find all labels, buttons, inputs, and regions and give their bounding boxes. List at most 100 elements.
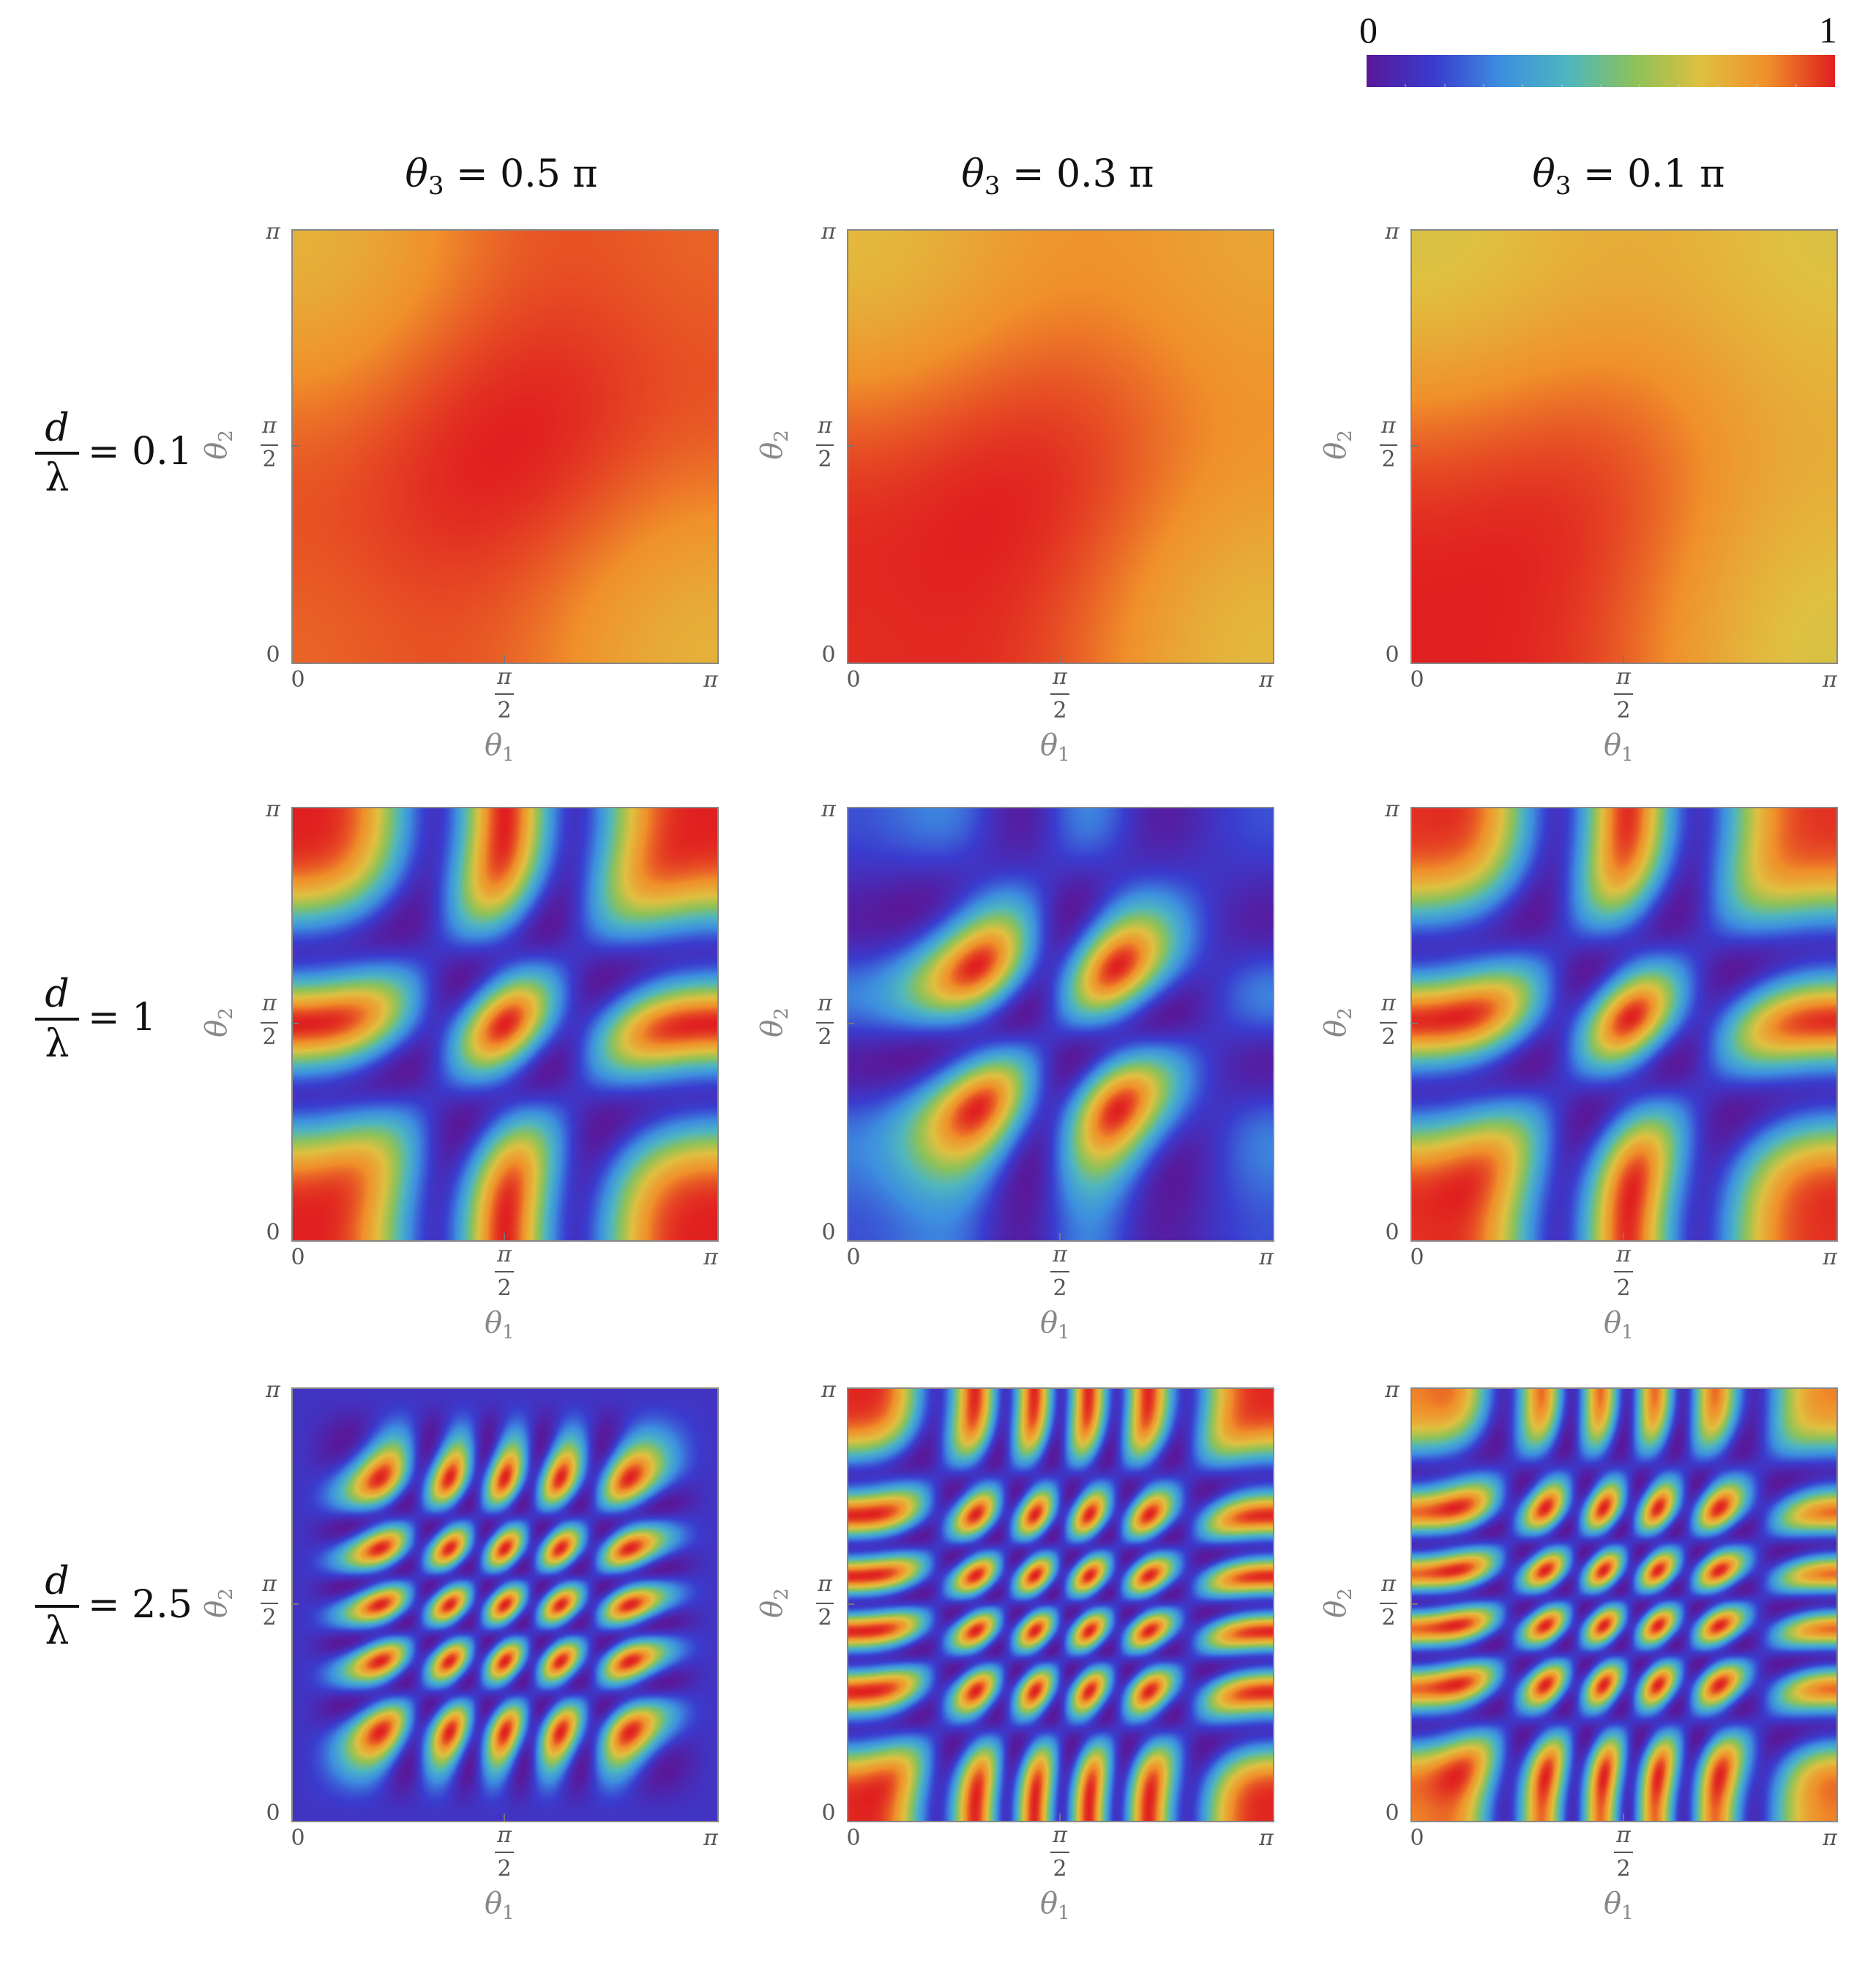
heatmap-panel-r2-c3 [1410,807,1838,1242]
y-tick-half-bar [1380,1603,1397,1604]
y-tick-mark [847,1023,854,1024]
x-tick-mark [1623,1814,1624,1821]
x-axis-sub: 1 [502,1902,515,1924]
y-tick-half-den: 2 [262,1024,277,1050]
x-tick-zero: 0 [846,667,861,693]
x-tick-half-den: 2 [1616,1275,1631,1301]
y-tick-half-den: 2 [1381,1605,1396,1630]
y-axis-name: θ2 [200,1588,237,1618]
y-tick-half-den: 2 [818,1605,832,1630]
x-axis-symbol: θ [485,1306,503,1340]
x-tick-half-den: 2 [1053,1275,1067,1301]
y-axis-sub: 2 [214,430,237,442]
x-axis-name: θ1 [485,728,515,766]
y-tick-half-num: π [818,413,832,439]
y-axis-symbol: θ [1318,441,1353,460]
x-axis-name: θ1 [1604,1306,1634,1343]
x-tick-half-num: π [497,1242,512,1267]
x-tick-mark [1059,1814,1061,1821]
y-axis-symbol: θ [755,441,789,460]
y-tick-half-den: 2 [818,1024,832,1050]
y-tick-half-bar [816,1603,834,1604]
x-axis-name: θ1 [1604,1887,1634,1924]
x-tick-zero: 0 [1410,667,1424,693]
heatmap-canvas-r3-c1 [293,1389,717,1821]
y-tick-zero: 0 [266,642,280,668]
x-tick-half-num: π [1053,1242,1067,1267]
y-tick-half-den: 2 [1381,447,1396,472]
y-tick-zero: 0 [1385,1800,1399,1826]
heatmap-canvas-r1-c1 [293,231,717,663]
y-tick-zero: 0 [266,1220,280,1245]
x-tick-zero: 0 [291,1245,305,1270]
y-tick-half-den: 2 [1381,1024,1396,1050]
x-tick-pi: π [1823,1825,1837,1851]
y-axis-symbol: θ [199,1600,233,1618]
y-tick-half-den: 2 [262,447,277,472]
heatmap-canvas-r2-c1 [293,808,717,1240]
y-tick-half-bar [1380,1022,1397,1024]
x-axis-name: θ1 [485,1887,515,1924]
x-axis-sub: 1 [1621,1902,1634,1924]
y-tick-mark [1410,1603,1418,1605]
y-tick-mark [847,445,854,447]
y-tick-pi: π [821,797,836,822]
x-tick-half-bar [1050,1852,1069,1853]
y-tick-pi: π [1385,219,1399,245]
x-tick-zero: 0 [1410,1245,1424,1270]
y-axis-name: θ2 [200,1007,237,1037]
y-tick-half-bar [261,1603,278,1604]
heatmap-canvas-r2-c3 [1412,808,1836,1240]
x-tick-pi: π [1259,1245,1274,1270]
x-axis-name: θ1 [1040,1887,1070,1924]
y-tick-half-bar [261,444,278,446]
heatmap-panel-r1-c3 [1410,229,1838,664]
x-tick-half-bar [495,1271,514,1272]
y-axis-name: θ2 [1319,1007,1356,1037]
heatmap-canvas-r3-c3 [1412,1389,1836,1821]
x-tick-zero: 0 [846,1245,861,1270]
x-tick-zero: 0 [846,1825,861,1851]
x-tick-zero: 0 [291,1825,305,1851]
x-tick-half-den: 2 [497,1856,512,1882]
x-tick-pi: π [703,1245,718,1270]
y-tick-zero: 0 [821,1800,836,1826]
x-tick-half-num: π [1616,664,1631,690]
y-tick-pi: π [821,219,836,245]
y-tick-mark [291,1603,299,1605]
y-tick-mark [1410,445,1418,447]
y-axis-symbol: θ [199,1019,233,1037]
y-axis-name: θ2 [755,430,793,460]
x-tick-half-den: 2 [1616,698,1631,723]
column-title-2: θ3 = 0.3 π [961,152,1154,201]
y-axis-sub: 2 [770,1588,793,1600]
x-tick-half-bar [495,693,514,695]
heatmap-panel-r1-c1 [291,229,719,664]
heatmap-panel-r2-c1 [291,807,719,1242]
y-axis-name: θ2 [1319,1588,1356,1618]
y-tick-half-num: π [1381,1571,1396,1597]
y-axis-sub: 2 [1334,1007,1356,1020]
heatmap-panel-r1-c2 [847,229,1274,664]
x-axis-name: θ1 [1604,728,1634,766]
y-tick-zero: 0 [1385,642,1399,668]
y-tick-half-num: π [818,1571,832,1597]
x-tick-pi: π [703,1825,718,1851]
x-axis-sub: 1 [502,744,515,766]
x-tick-zero: 0 [291,667,305,693]
x-axis-symbol: θ [1040,728,1058,762]
x-tick-half-bar [495,1852,514,1853]
x-tick-pi: π [1259,1825,1274,1851]
x-tick-half-num: π [1616,1822,1631,1848]
x-tick-pi: π [1823,1245,1837,1270]
x-tick-half-bar [1614,1852,1633,1853]
y-axis-symbol: θ [1318,1019,1353,1037]
y-tick-mark [1410,1023,1418,1024]
x-axis-sub: 1 [1058,1322,1070,1343]
y-tick-half-bar [1380,444,1397,446]
x-axis-symbol: θ [1604,1887,1622,1920]
y-tick-pi: π [821,1377,836,1403]
y-tick-half-bar [816,444,834,446]
y-axis-name: θ2 [200,430,237,460]
